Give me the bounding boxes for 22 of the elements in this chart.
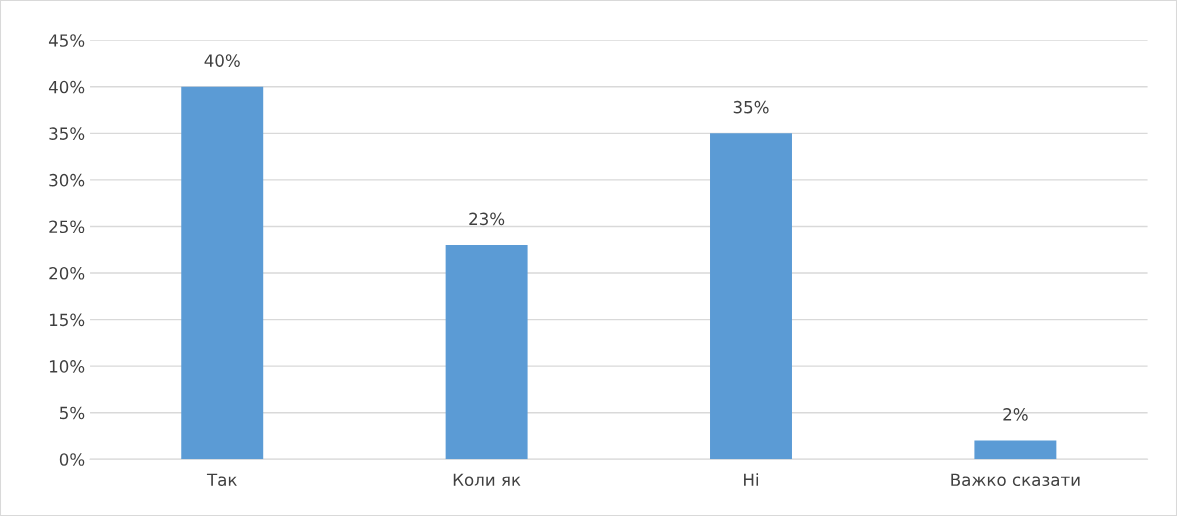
bar (181, 86, 264, 460)
y-tick-label: 15% (49, 313, 85, 327)
bar (445, 245, 528, 460)
y-tick-label: 5% (60, 406, 85, 420)
x-tick-label: Ні (744, 473, 759, 486)
data-label: 23% (469, 212, 505, 226)
y-tick-label: 20% (49, 266, 85, 280)
data-label: 40% (204, 54, 240, 67)
data-label: 2% (1003, 408, 1028, 421)
y-tick-label: 30% (49, 173, 85, 187)
y-tick-label: 10% (49, 360, 85, 373)
y-tick-label: 35% (49, 127, 85, 140)
bar (710, 133, 792, 460)
y-tick-label: 25% (49, 220, 85, 234)
bar (974, 440, 1057, 460)
x-tick-label: Коли як (453, 473, 521, 487)
y-tick-label: 0% (59, 453, 85, 466)
data-label: 35% (733, 100, 769, 114)
y-tick-label: 40% (48, 80, 85, 94)
y-tick-label: 45% (48, 34, 85, 47)
x-tick-label: Так (206, 473, 237, 487)
x-tick-label: Важко сказати (951, 473, 1080, 487)
